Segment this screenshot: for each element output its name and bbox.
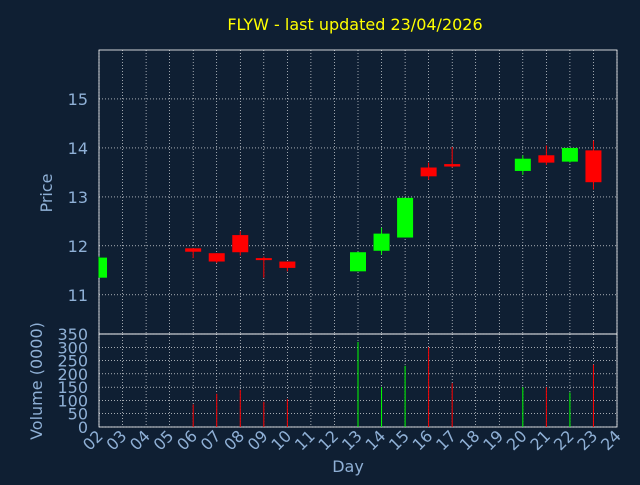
volume-tick-label: 150 <box>57 378 88 397</box>
price-tick-label: 15 <box>68 90 88 109</box>
volume-tick-label: 200 <box>57 365 88 384</box>
volume-tick-label: 0 <box>78 418 88 437</box>
volume-axis-label: Volume (0000) <box>27 322 46 440</box>
volume-tick-label: 100 <box>57 391 88 410</box>
price-tick-label: 13 <box>68 188 88 207</box>
candle-body <box>397 197 414 238</box>
volume-tick-label: 50 <box>68 405 88 424</box>
volume-tick-label: 350 <box>57 325 88 344</box>
volume-panel: 0501001502002503003500203040506070809101… <box>57 325 624 454</box>
candle-body <box>232 235 249 253</box>
candle-body <box>208 253 225 262</box>
candle-body <box>561 147 578 162</box>
volume-tick-label: 250 <box>57 352 88 371</box>
candle-body <box>279 261 296 268</box>
candle-body <box>538 155 555 163</box>
candle-body <box>514 158 531 171</box>
price-tick-label: 12 <box>68 237 88 256</box>
candle-body <box>585 150 602 183</box>
candle-body <box>99 257 107 278</box>
candle-body <box>350 252 366 272</box>
candle-body <box>373 233 390 251</box>
price-tick-label: 11 <box>68 286 88 305</box>
candle-body <box>444 164 461 167</box>
candle-body <box>185 248 202 252</box>
candle-body <box>420 167 437 177</box>
day-tick-label: 24 <box>597 426 625 454</box>
candle-body <box>255 258 272 261</box>
price-tick-label: 14 <box>68 139 88 158</box>
chart-title: FLYW - last updated 23/04/2026 <box>227 15 482 34</box>
price-axis-label: Price <box>37 173 56 212</box>
day-axis-label: Day <box>332 457 364 476</box>
volume-tick-label: 300 <box>57 338 88 357</box>
price-panel: 11 12 13 14 15 <box>68 49 618 335</box>
